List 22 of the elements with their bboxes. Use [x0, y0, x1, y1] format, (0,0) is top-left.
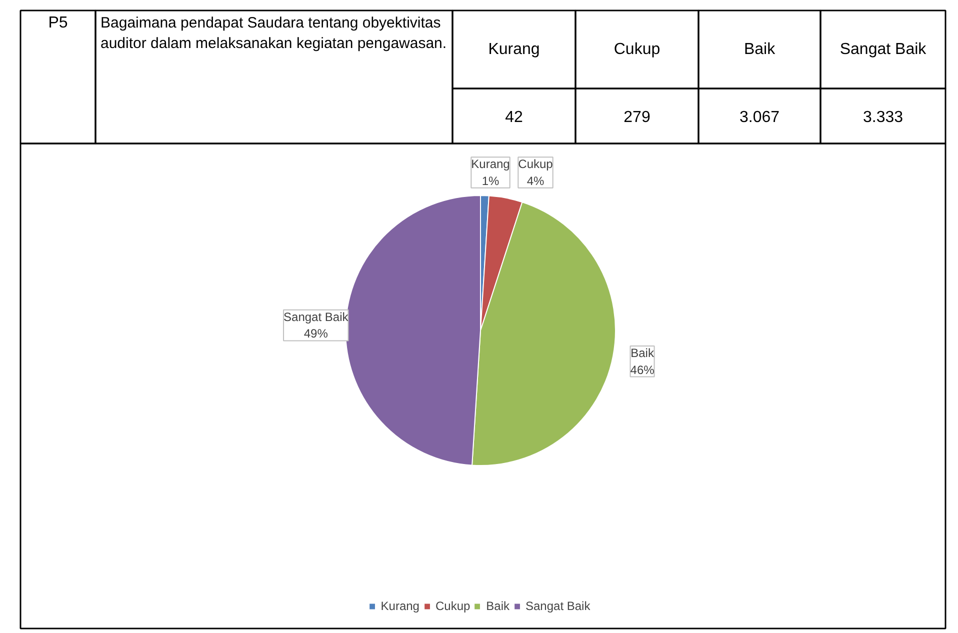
data-label: 49% [304, 326, 328, 341]
category-label: Baik [744, 41, 776, 58]
data-label: 4% [526, 174, 544, 188]
data-label: 46% [630, 362, 655, 377]
slice-label: Sangat Baik [284, 310, 350, 324]
text: 3.333 [862, 109, 904, 126]
legend-label: Sangat Baik [526, 599, 590, 613]
category-label: Kurang [488, 41, 540, 58]
category-label: Sangat Baik [840, 41, 926, 58]
slice-label: Cukup [518, 157, 554, 172]
text: 3.067 [739, 109, 780, 126]
slice-label: Kurang [471, 157, 510, 172]
text: Bagaimana pendapat Saudara tentang obyektivitas auditor dalam melaksanakan kegiatan pengawasan. [100, 14, 447, 52]
legend-label: Cukup [435, 599, 470, 613]
text: P5 [48, 14, 68, 32]
text: 42 [505, 109, 523, 126]
slice-label: Baik [630, 346, 655, 360]
legend-label: Baik [486, 599, 510, 613]
category-label: Cukup [614, 41, 660, 58]
data-label: 1% [482, 174, 500, 188]
legend-label: Kurang [380, 599, 420, 613]
text: 279 [624, 109, 650, 126]
